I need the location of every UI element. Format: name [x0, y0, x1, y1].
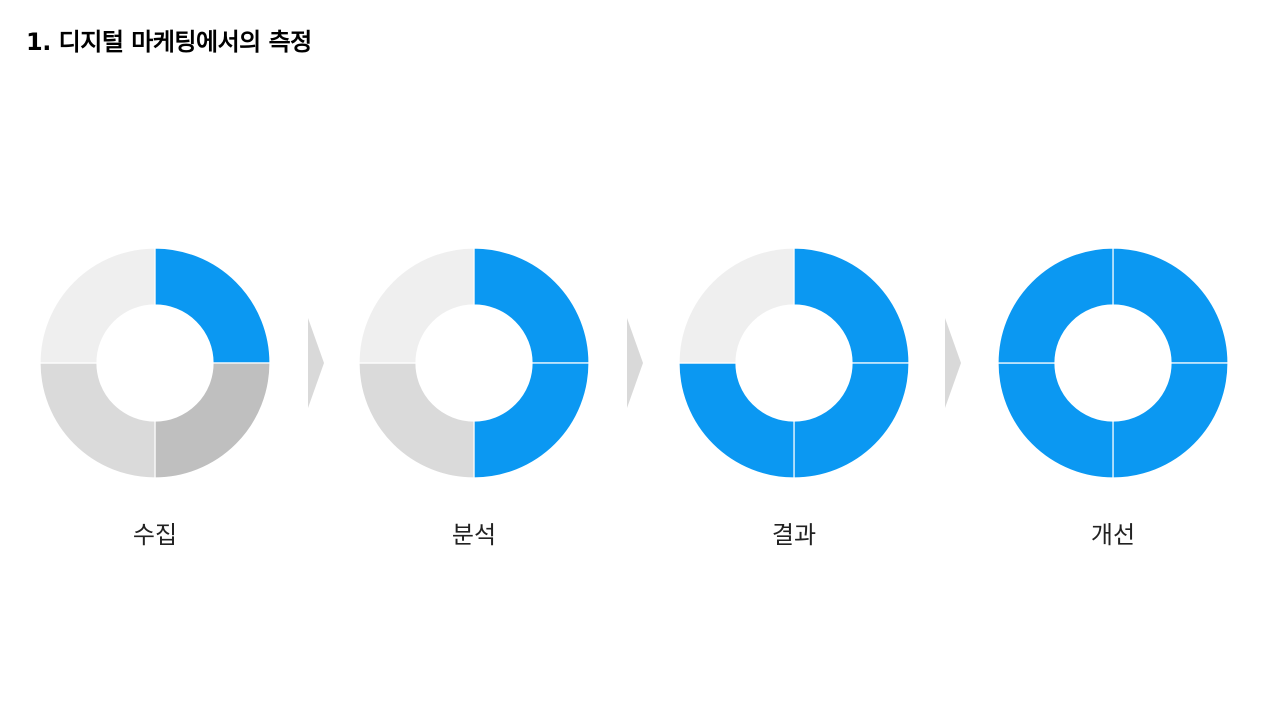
- donut-segment-bottom-left-filled: [997, 362, 1114, 479]
- donut-segment-top-right-filled: [1112, 247, 1229, 364]
- stage-label: 결과: [772, 521, 816, 549]
- stage-label: 분석: [452, 521, 496, 549]
- donut-segment-top-left-empty: [678, 247, 795, 364]
- page-title: 1. 디지털 마케팅에서의 측정: [26, 28, 312, 56]
- stage-donut-1: [39, 247, 271, 479]
- donut-segment-bottom-right-filled: [1112, 362, 1229, 479]
- stage-donut-3: [678, 247, 910, 479]
- chevron-right-icon: [308, 318, 324, 408]
- chevron-right-icon: [945, 318, 961, 408]
- donut-segment-bottom-left-empty: [358, 362, 475, 479]
- stage-label: 수집: [133, 521, 177, 549]
- donut-segment-top-right-filled: [793, 247, 910, 364]
- donut-segment-top-left-filled: [997, 247, 1114, 364]
- donut-segment-bottom-left-filled: [678, 362, 795, 479]
- stage-donut-2: [358, 247, 590, 479]
- stage-donut-4: [997, 247, 1229, 479]
- donut-segment-top-left-empty: [358, 247, 475, 364]
- donut-segment-bottom-left-empty: [39, 362, 156, 479]
- donut-segment-bottom-right-filled: [793, 362, 910, 479]
- donut-segment-bottom-right-filled: [473, 362, 590, 479]
- donut-segment-top-right-filled: [154, 247, 271, 364]
- chevron-right-icon: [627, 318, 643, 408]
- donut-segment-top-right-filled: [473, 247, 590, 364]
- donut-segment-top-left-empty: [39, 247, 156, 364]
- stage-label: 개선: [1091, 521, 1135, 549]
- donut-segment-bottom-right-empty: [154, 362, 271, 479]
